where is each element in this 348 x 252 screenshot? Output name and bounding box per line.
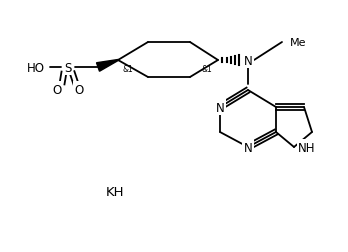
Text: O: O <box>74 83 84 96</box>
Text: NH: NH <box>298 141 316 154</box>
Text: S: S <box>64 61 72 74</box>
Text: &1: &1 <box>202 64 213 73</box>
Text: &1: &1 <box>122 64 133 73</box>
Text: N: N <box>216 101 224 114</box>
Polygon shape <box>96 60 118 72</box>
Text: N: N <box>244 141 252 154</box>
Text: KH: KH <box>106 186 124 199</box>
Text: Me: Me <box>290 38 307 48</box>
Text: N: N <box>244 54 252 67</box>
Text: HO: HO <box>27 61 45 74</box>
Text: O: O <box>53 83 62 96</box>
